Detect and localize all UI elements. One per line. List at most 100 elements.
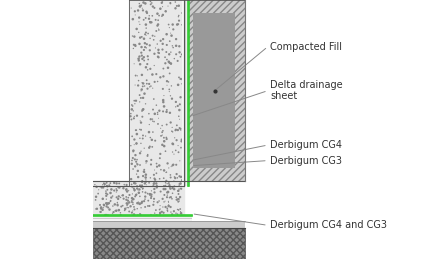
Point xyxy=(153,213,160,217)
Point xyxy=(136,42,143,46)
Point xyxy=(176,215,183,219)
Point xyxy=(154,18,162,22)
Point xyxy=(105,201,113,205)
Point xyxy=(144,62,151,66)
Point xyxy=(128,103,135,107)
Point xyxy=(133,99,140,103)
Point xyxy=(170,163,177,167)
Point xyxy=(169,191,176,195)
Point xyxy=(154,122,162,126)
Point xyxy=(104,201,111,205)
Point xyxy=(136,201,143,205)
Point xyxy=(154,24,161,28)
Point xyxy=(148,158,155,162)
Text: Derbigum CG3: Derbigum CG3 xyxy=(271,156,342,166)
Point xyxy=(168,97,175,101)
Point xyxy=(167,210,174,214)
Point xyxy=(159,143,166,147)
Point xyxy=(172,176,179,180)
Point xyxy=(119,204,126,208)
Point xyxy=(157,211,164,215)
Point xyxy=(172,105,179,109)
Point xyxy=(103,194,110,198)
Point xyxy=(150,107,157,112)
Point xyxy=(134,186,141,191)
Point xyxy=(134,8,142,12)
Point xyxy=(133,172,140,176)
Point xyxy=(110,210,117,214)
Text: Delta drainage
sheet: Delta drainage sheet xyxy=(271,80,343,102)
Point xyxy=(120,197,127,201)
Point xyxy=(159,5,166,9)
Point xyxy=(161,144,168,148)
Point xyxy=(151,34,158,38)
Point xyxy=(139,108,146,112)
Point xyxy=(118,204,125,208)
Point xyxy=(154,111,161,115)
Point xyxy=(169,23,176,27)
Point xyxy=(159,205,166,209)
Point xyxy=(139,57,146,61)
Point xyxy=(103,218,110,222)
Point xyxy=(143,10,150,14)
Point xyxy=(163,57,170,62)
Point xyxy=(167,62,174,66)
Point xyxy=(166,87,173,91)
Point xyxy=(176,108,183,112)
Point xyxy=(147,67,154,71)
Point xyxy=(166,183,173,187)
Point xyxy=(150,119,158,124)
Point xyxy=(138,180,146,184)
Point xyxy=(151,63,158,68)
Point xyxy=(156,163,163,168)
Point xyxy=(115,208,122,212)
Point xyxy=(168,34,175,38)
Point xyxy=(175,15,182,19)
Point xyxy=(121,182,128,186)
Point xyxy=(157,75,164,80)
Point xyxy=(153,185,160,190)
Point xyxy=(103,218,110,222)
Bar xyxy=(182,0,184,186)
Point xyxy=(143,159,150,163)
Point xyxy=(170,218,177,222)
Point xyxy=(165,4,172,8)
Point xyxy=(93,207,101,211)
Point xyxy=(124,205,131,210)
Point xyxy=(159,42,166,46)
Point xyxy=(160,74,167,78)
Point xyxy=(143,26,150,30)
Point xyxy=(165,166,172,170)
Point xyxy=(146,17,153,21)
Point xyxy=(149,86,156,90)
Point xyxy=(121,208,128,212)
Point xyxy=(116,185,123,190)
Point xyxy=(100,206,107,210)
Point xyxy=(122,215,129,219)
Point xyxy=(130,205,138,209)
Point xyxy=(146,85,154,89)
Point xyxy=(172,148,179,153)
Point xyxy=(133,186,140,190)
Point xyxy=(172,0,179,4)
Point xyxy=(129,209,136,213)
Point xyxy=(134,207,141,211)
Point xyxy=(138,89,145,93)
Point xyxy=(110,216,117,220)
Point xyxy=(170,46,177,50)
Point xyxy=(175,13,182,18)
Point xyxy=(103,181,110,185)
Point xyxy=(173,163,180,167)
Point xyxy=(115,194,122,198)
Point xyxy=(177,127,184,131)
Point xyxy=(129,197,136,202)
Point xyxy=(156,156,163,160)
Point xyxy=(136,136,143,140)
Point xyxy=(144,153,151,157)
Point xyxy=(155,48,162,52)
Point xyxy=(152,46,159,50)
Point xyxy=(132,43,139,47)
Point xyxy=(172,6,179,10)
Point xyxy=(115,208,122,212)
Point xyxy=(132,194,139,198)
